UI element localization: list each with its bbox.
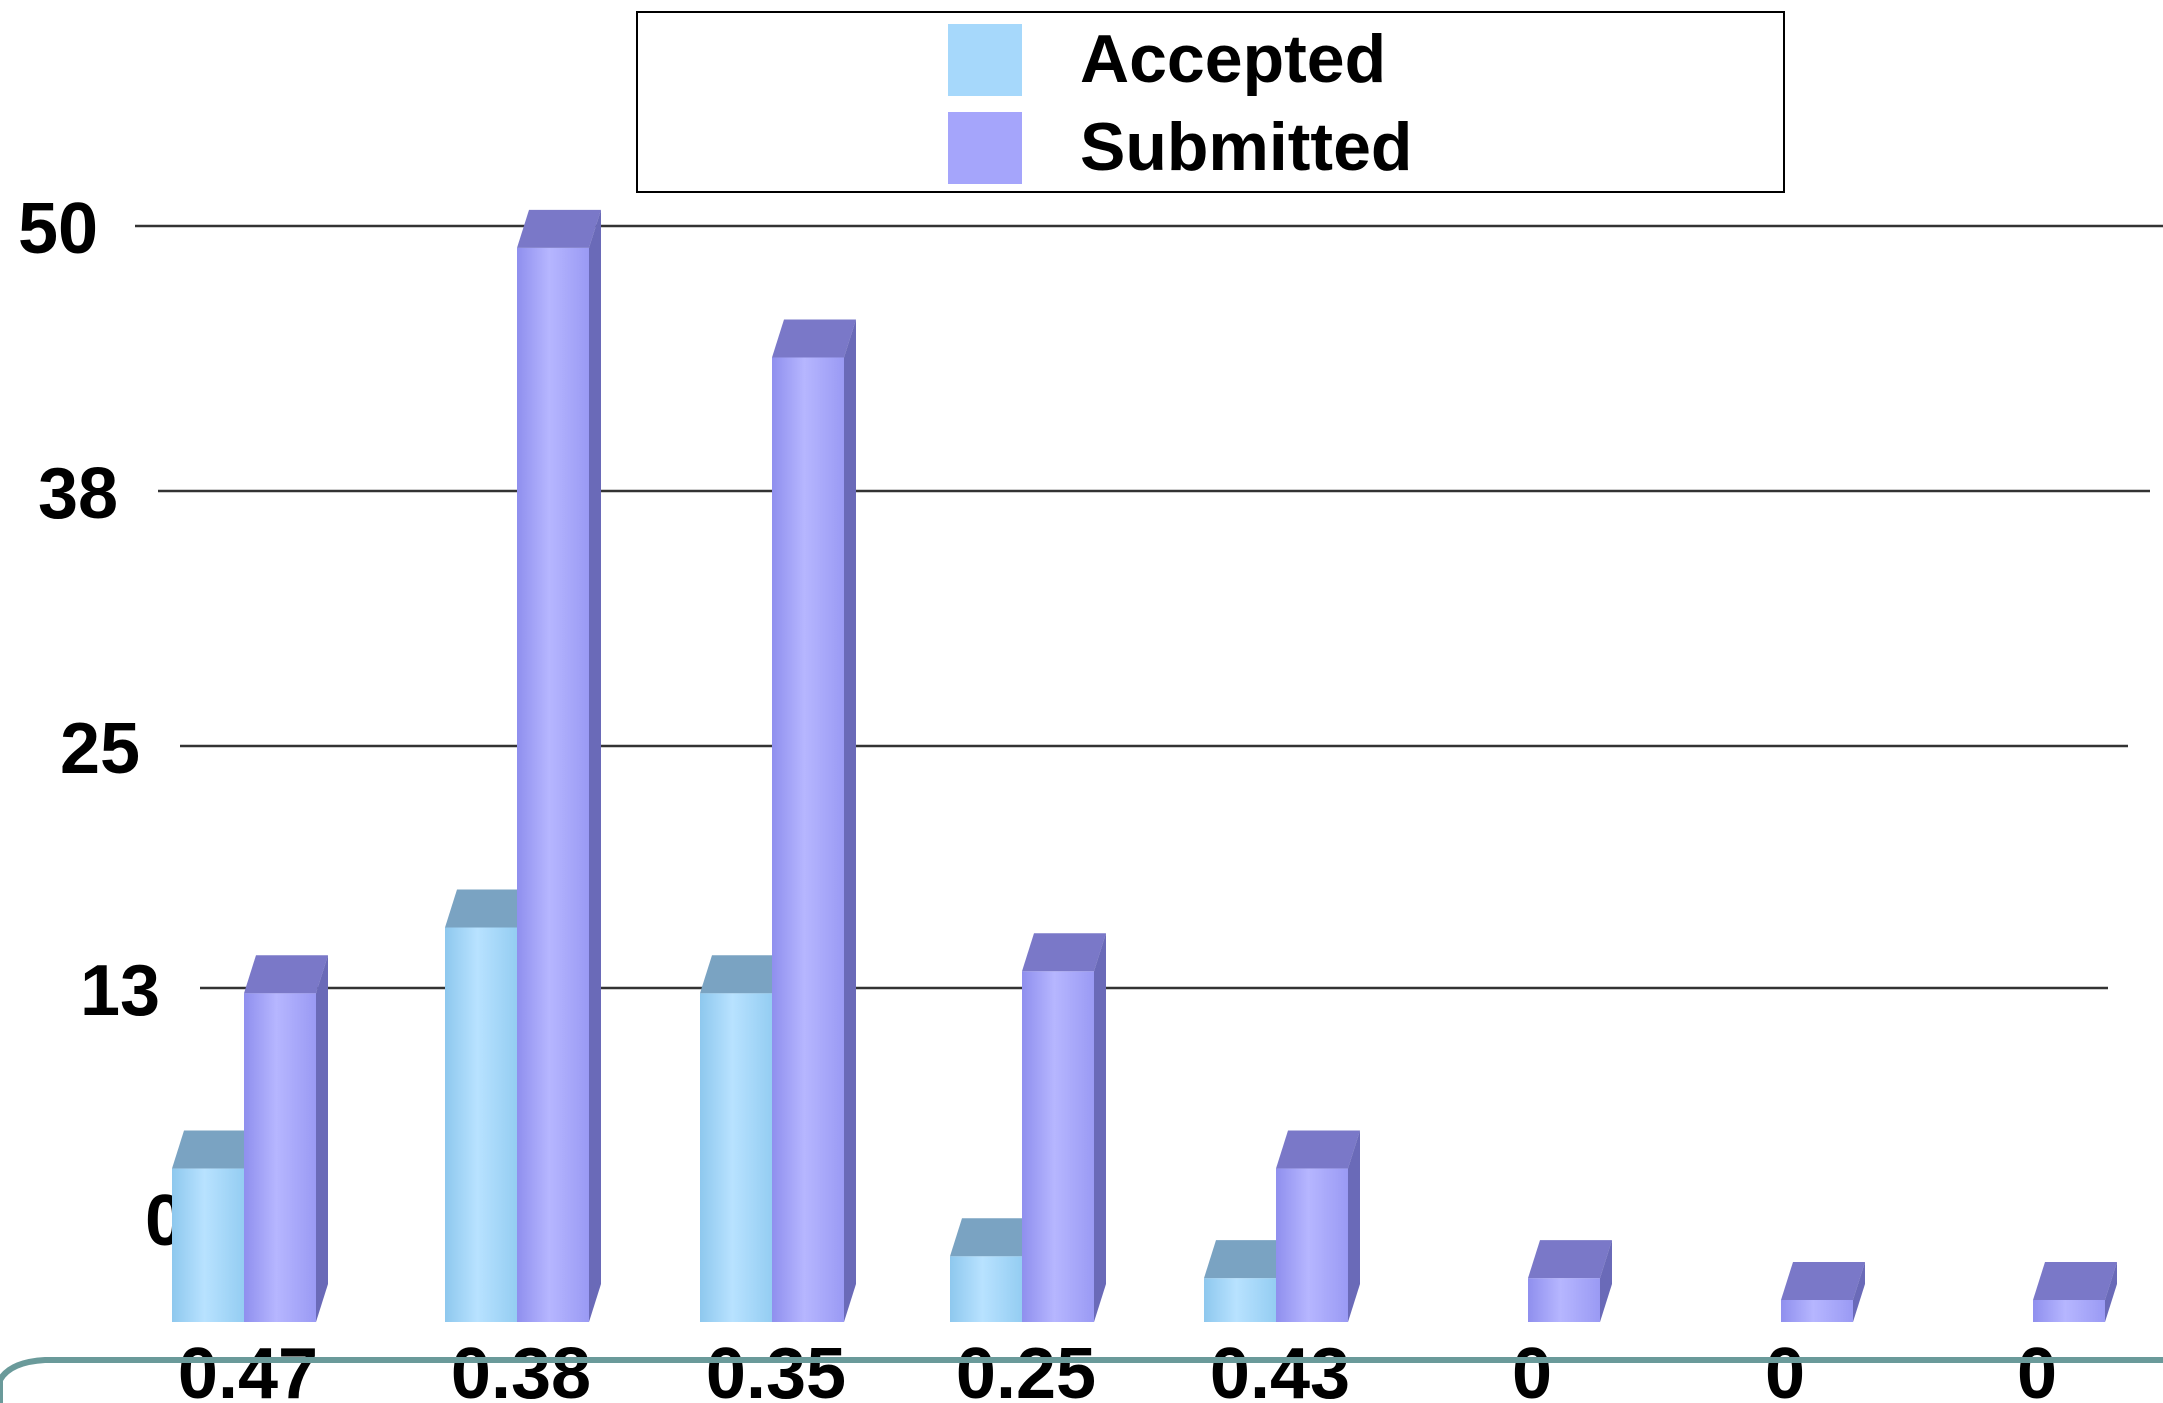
bar-accepted-front (1204, 1278, 1276, 1322)
legend-label-accepted: Accepted (1080, 21, 1386, 97)
bar-accepted (950, 1218, 1034, 1322)
x-tick-label: 0 (2017, 1334, 2057, 1403)
y-tick-label-25: 25 (60, 709, 140, 789)
bar-submitted-side (844, 319, 856, 1322)
x-tick-label: 0.43 (1210, 1334, 1350, 1403)
legend-label-submitted: Submitted (1080, 109, 1412, 185)
bar-submitted-side (1853, 1262, 1865, 1322)
legend-swatch-submitted (948, 112, 1022, 184)
bar-submitted (2033, 1262, 2117, 1322)
bar-accepted-top (172, 1130, 256, 1169)
bar-submitted-side (1600, 1240, 1612, 1322)
bar-submitted-top (772, 319, 856, 358)
x-axis-ticks: 0.47 0.38 0.35 0.25 0.43 0 0 0 (178, 1334, 2057, 1403)
bar-accepted (700, 955, 784, 1322)
bar-accepted-top (700, 955, 784, 994)
bar-accepted-front (445, 927, 517, 1322)
bar-submitted (517, 209, 601, 1322)
bar-submitted (1528, 1240, 1612, 1322)
x-tick-label: 0 (1512, 1334, 1552, 1403)
legend-box (636, 11, 1785, 193)
legend-swatch-accepted (948, 24, 1022, 96)
y-tick-label-38: 38 (38, 454, 118, 534)
bar-accepted-top (445, 889, 529, 928)
bar-submitted-top (244, 955, 328, 994)
bar-submitted-top (2033, 1262, 2117, 1300)
x-tick-label: 0.35 (706, 1334, 846, 1403)
y-axis-ticks: 0 13 25 38 50 (18, 189, 185, 1261)
bar-accepted (172, 1130, 256, 1322)
bar-submitted-front (2033, 1300, 2105, 1322)
bar-submitted-front (1276, 1168, 1348, 1322)
bar-submitted-front (772, 357, 844, 1322)
bar-submitted (1022, 933, 1106, 1322)
bar-submitted-top (1022, 933, 1106, 972)
bar-submitted-front (517, 247, 589, 1322)
bar-submitted-side (1094, 933, 1106, 1322)
bar-submitted-front (244, 993, 316, 1322)
x-tick-label: 0.25 (956, 1334, 1096, 1403)
bar-accepted-front (950, 1256, 1022, 1322)
x-tick-label: 0 (1765, 1334, 1805, 1403)
bar-submitted-top (1528, 1240, 1612, 1279)
bar-accepted (1204, 1240, 1288, 1322)
bar-accepted (445, 889, 529, 1322)
bar-accepted-front (172, 1168, 244, 1322)
y-tick-label-13: 13 (80, 951, 160, 1031)
legend: Accepted Submitted (636, 11, 1785, 193)
bar-submitted-side (316, 955, 328, 1322)
bar-submitted-front (1781, 1300, 1853, 1322)
gridlines (135, 224, 2163, 990)
bar-submitted (244, 955, 328, 1322)
bar-submitted-top (1781, 1262, 1865, 1300)
bar-submitted-front (1022, 971, 1094, 1322)
bar-submitted-top (517, 209, 601, 248)
bar-submitted-side (2105, 1262, 2117, 1322)
bar-accepted-front (700, 993, 772, 1322)
slide-frame-curve (0, 1357, 2163, 1403)
x-tick-label: 0.38 (451, 1334, 591, 1403)
bars (172, 209, 2117, 1322)
y-tick-label-50: 50 (18, 189, 98, 269)
bar-accepted-top (1204, 1240, 1288, 1279)
bar-submitted-top (1276, 1130, 1360, 1169)
bar-submitted-front (1528, 1278, 1600, 1322)
bar-submitted-side (589, 209, 601, 1322)
bar-submitted (1276, 1130, 1360, 1322)
bar-submitted-side (1348, 1130, 1360, 1322)
bar-submitted (1781, 1262, 1865, 1322)
x-tick-label: 0.47 (178, 1334, 318, 1403)
bar-submitted (772, 319, 856, 1322)
bar-accepted-top (950, 1218, 1034, 1257)
